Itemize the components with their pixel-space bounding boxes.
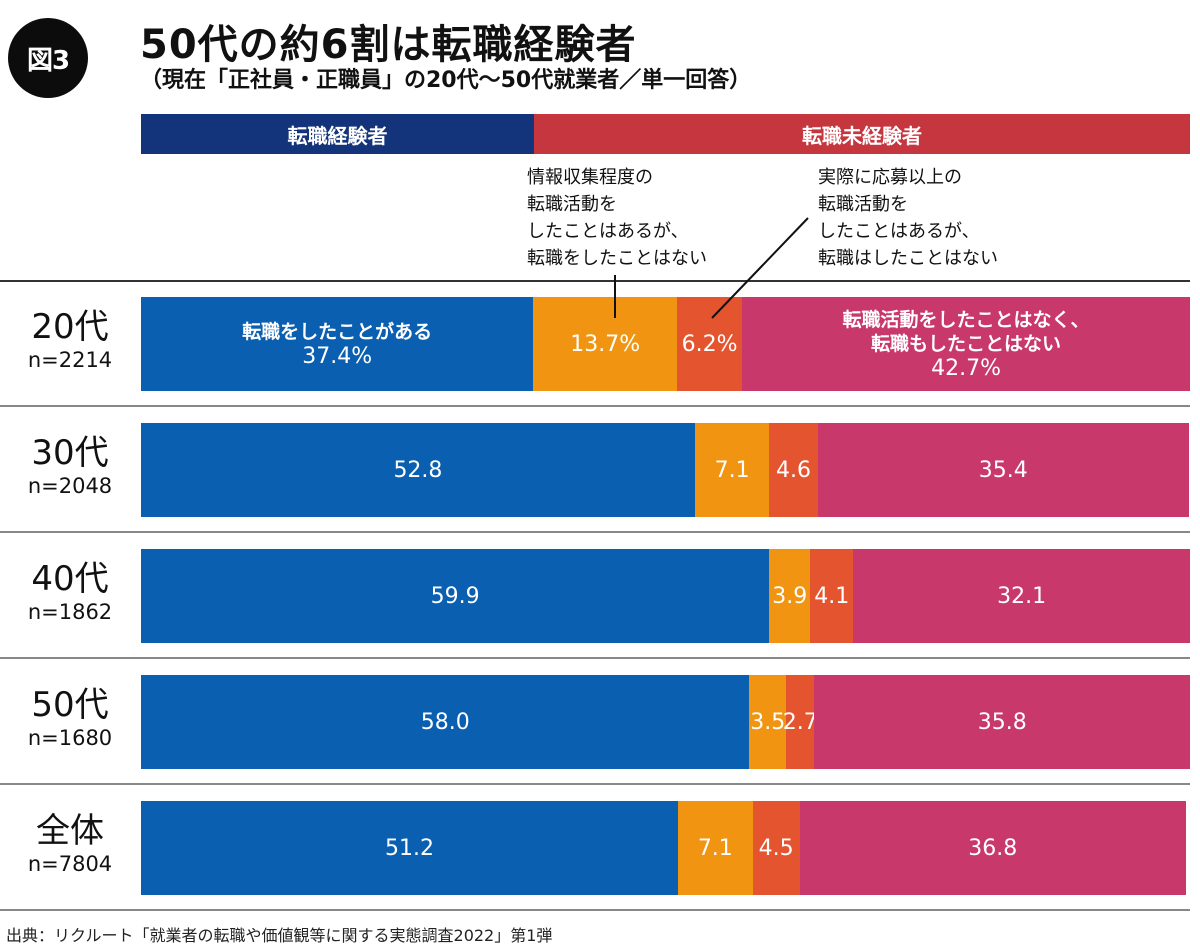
row-label: 50代 n=1680 — [0, 685, 140, 751]
row-separator — [0, 657, 1190, 659]
bar-segment: 52.8 — [141, 423, 695, 517]
sample-size-label: n=2214 — [27, 348, 113, 372]
bar-segment: 3.9 — [769, 549, 811, 643]
row-label: 全体 n=7804 — [0, 811, 140, 877]
category-label: 40代 — [31, 559, 109, 599]
data-label: 3.5 — [750, 709, 786, 735]
row-label: 40代 n=1862 — [0, 559, 140, 625]
figure-badge: 図3 — [8, 18, 88, 98]
data-label: 36.8 — [968, 835, 1018, 861]
data-label: 7.1 — [697, 835, 733, 861]
sample-size-label: n=1680 — [27, 726, 113, 750]
sample-size-label: n=2048 — [27, 474, 113, 498]
data-label: 4.6 — [775, 457, 811, 483]
row-separator — [0, 909, 1190, 911]
group-header-inexperienced: 転職未経験者 — [534, 114, 1190, 154]
data-label: 4.5 — [758, 835, 794, 861]
data-label: 51.2 — [385, 835, 435, 861]
bar-segment: 59.9 — [141, 549, 770, 643]
row-label: 30代 n=2048 — [0, 433, 140, 499]
annotation-info-gathering: 情報収集程度の 転職活動を したことはあるが、 転職をしたことはない — [527, 167, 707, 269]
bar-segment: 4.5 — [752, 801, 800, 895]
bar-segment: 4.1 — [810, 549, 854, 643]
chart-subtitle: （現在「正社員・正職員」の20代〜50代就業者／単一回答） — [140, 68, 752, 93]
bar-segment: 58.0 — [141, 675, 750, 769]
category-label: 30代 — [31, 433, 109, 473]
category-label: 全体 — [36, 811, 104, 851]
bar-segment: 35.8 — [814, 675, 1190, 769]
top-rule — [0, 280, 1190, 282]
bar-segment: 51.2 — [141, 801, 679, 895]
bar-segment: 36.8 — [799, 801, 1186, 895]
bar-segment: 転職活動をしたことはなく、 転職もしたことはない 42.7% — [742, 297, 1190, 391]
bar-segment: 13.7% — [533, 297, 678, 391]
data-label: 13.7% — [570, 331, 641, 357]
row-label: 20代 n=2214 — [0, 307, 140, 373]
data-label: 3.9 — [772, 583, 808, 609]
source-footer: 出典：リクルート「就業者の転職や価値観等に関する実態調査2022」第1弾 — [6, 926, 553, 945]
bar-segment: 6.2% — [677, 297, 743, 391]
bar-segment: 7.1 — [678, 801, 753, 895]
data-label: 2.7 — [782, 709, 818, 735]
data-label: 59.9 — [430, 583, 480, 609]
bar-segment: 2.7 — [783, 675, 818, 769]
category-label: 20代 — [31, 307, 109, 347]
data-label: 42.7% — [931, 355, 1001, 381]
annotation-applied: 実際に応募以上の 転職活動を したことはあるが、 転職はしたことはない — [818, 167, 998, 269]
bar-segment: 35.4 — [817, 423, 1189, 517]
data-label: 52.8 — [393, 457, 443, 483]
data-label: 4.1 — [814, 583, 850, 609]
bar-segment: 転職をしたことがある 37.4% — [141, 297, 534, 391]
bar-segment: 7.1 — [694, 423, 770, 517]
data-label: 58.0 — [420, 709, 470, 735]
row-separator — [0, 405, 1190, 407]
data-label: 35.8 — [977, 709, 1027, 735]
data-label: 7.1 — [714, 457, 750, 483]
category-label: 50代 — [31, 685, 109, 725]
sample-size-label: n=1862 — [27, 600, 113, 624]
group-header-experienced: 転職経験者 — [141, 114, 534, 154]
data-label: 32.1 — [997, 583, 1047, 609]
segment-caption: 転職活動をしたことはなく、 — [842, 308, 1090, 331]
bar-segment: 4.6 — [769, 423, 818, 517]
chart-title: 50代の約6割は転職経験者 — [140, 22, 637, 68]
sample-size-label: n=7804 — [27, 852, 113, 876]
bar-segment: 32.1 — [853, 549, 1190, 643]
data-label: 35.4 — [978, 457, 1028, 483]
bar-segment: 3.5 — [749, 675, 787, 769]
data-label: 37.4% — [302, 343, 373, 369]
data-label: 6.2% — [681, 331, 738, 357]
segment-caption: 転職もしたことはない — [871, 332, 1062, 355]
segment-caption: 転職をしたことがある — [242, 320, 433, 343]
row-separator — [0, 531, 1190, 533]
row-separator — [0, 783, 1190, 785]
